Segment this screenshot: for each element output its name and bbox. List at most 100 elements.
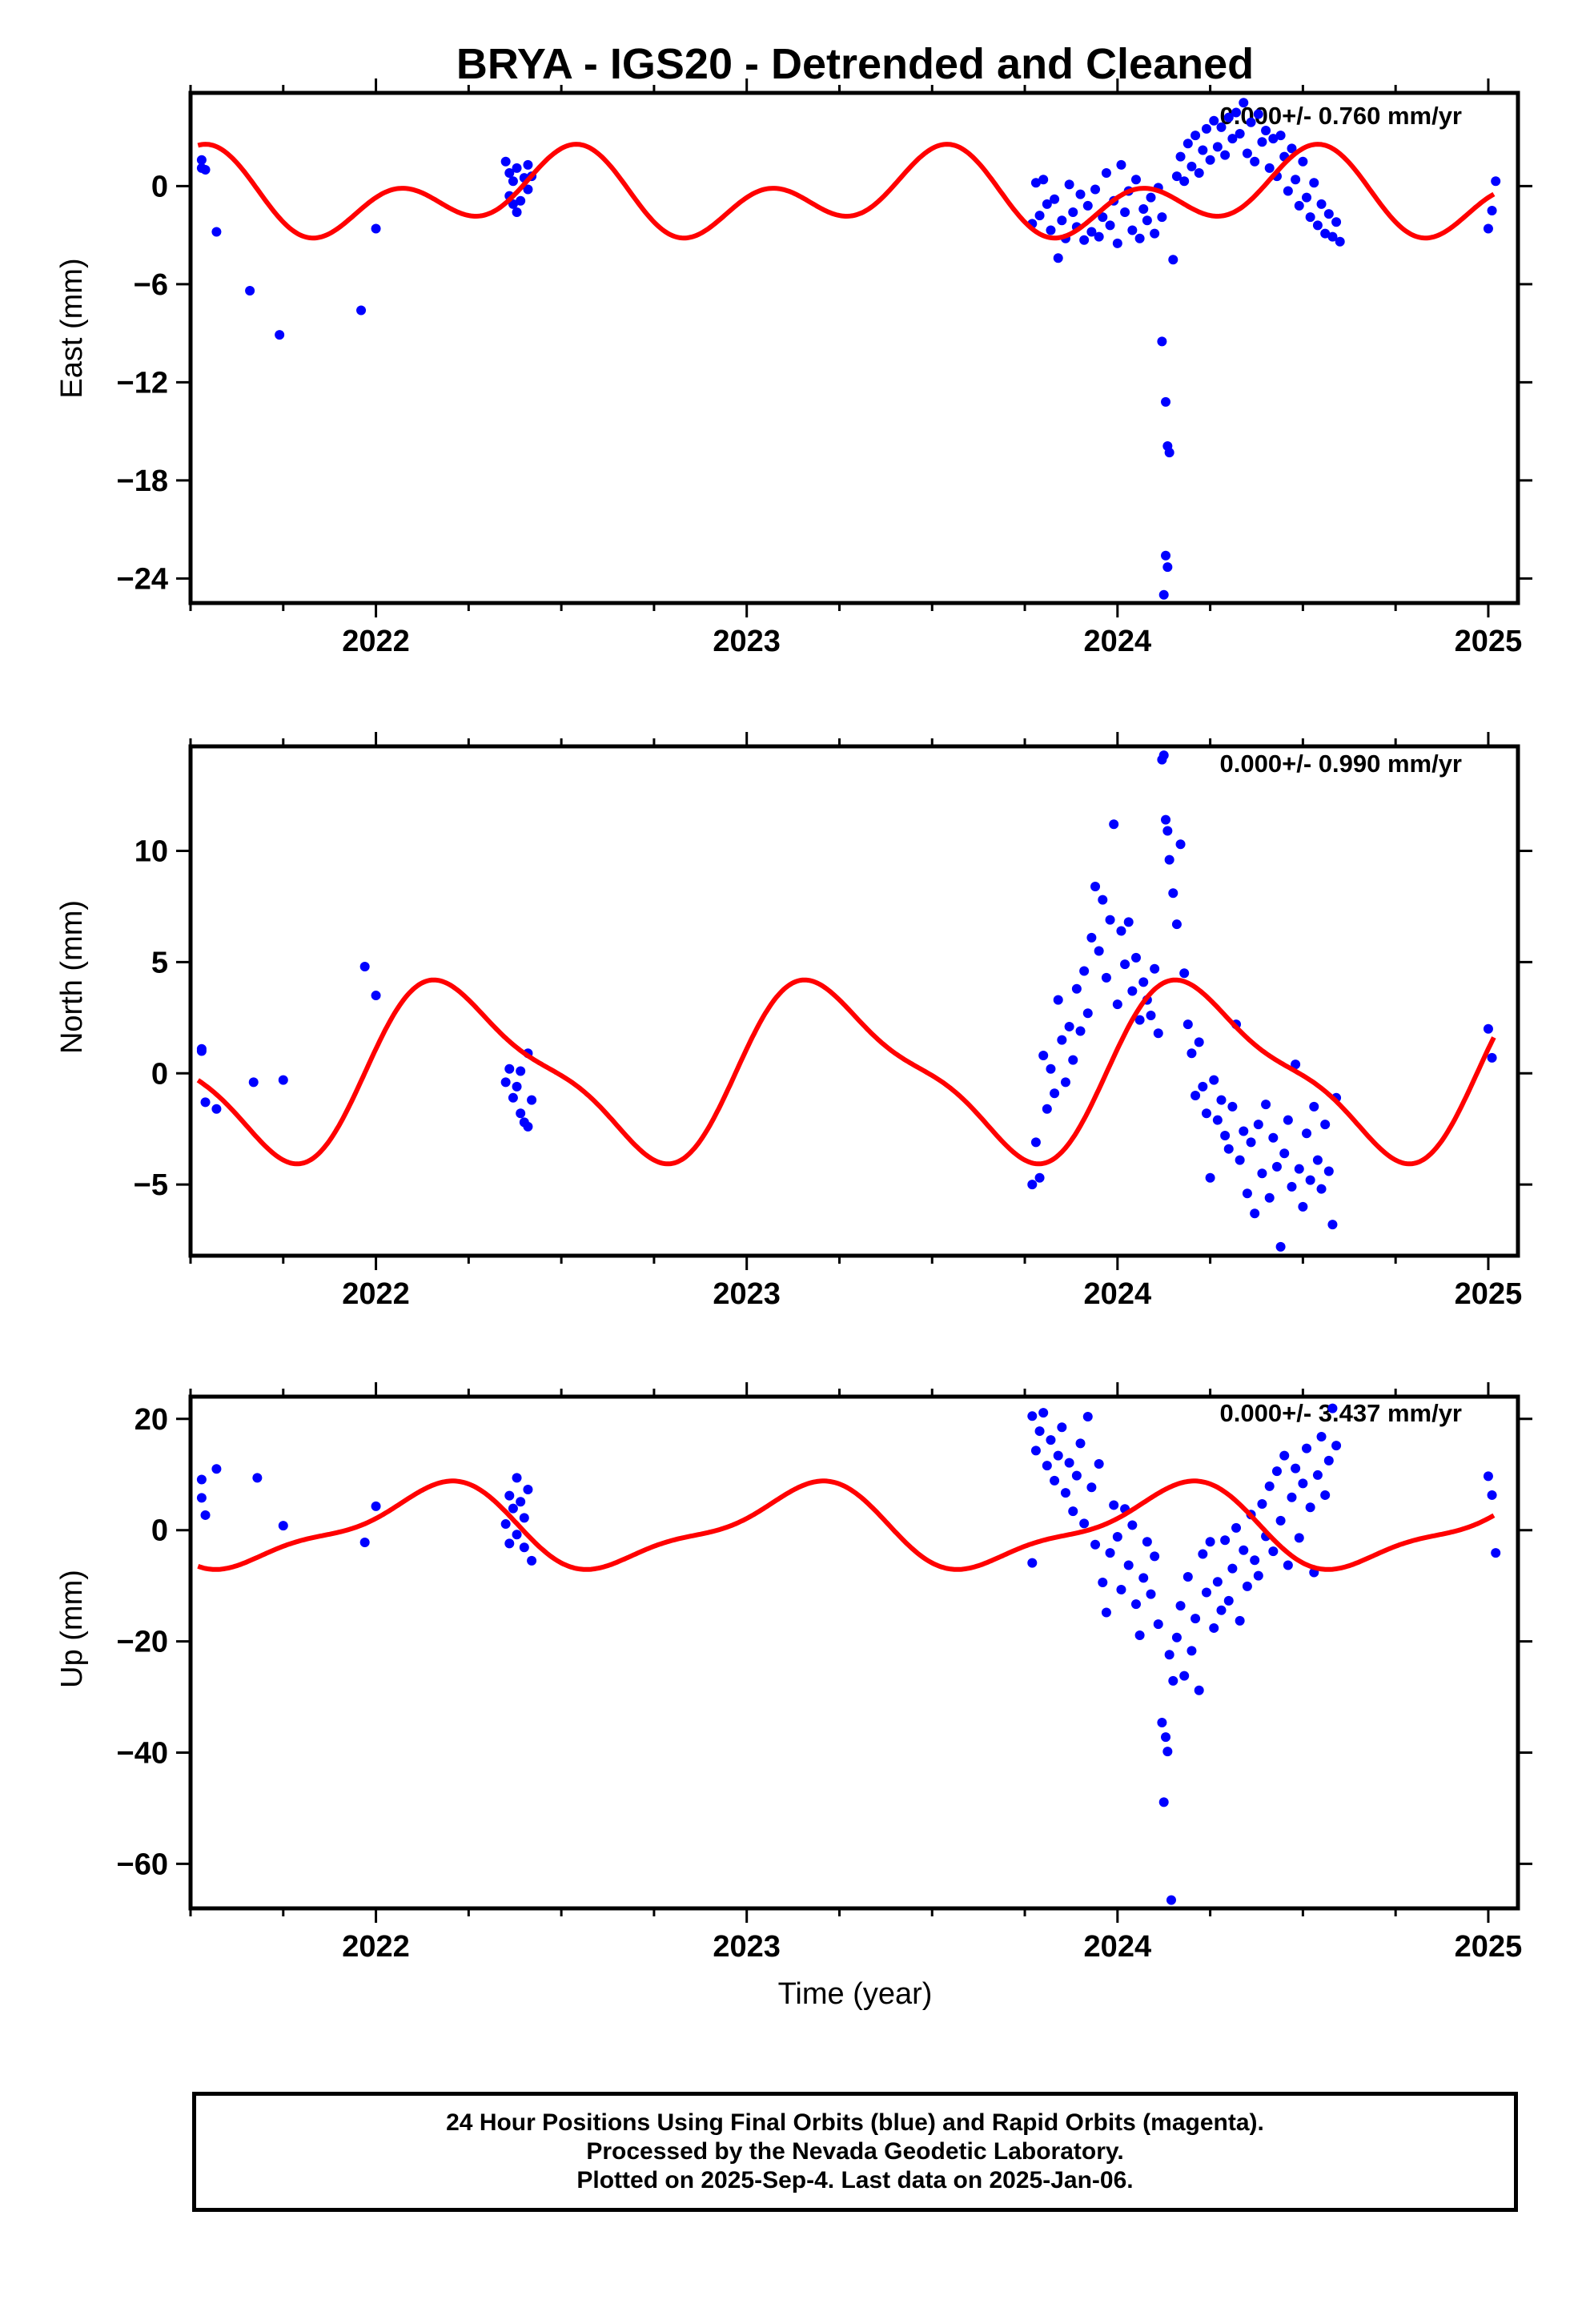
y-tick-label: −40 — [117, 1737, 168, 1771]
data-point — [1305, 1502, 1315, 1513]
data-point — [512, 163, 522, 173]
data-point — [211, 1464, 222, 1474]
data-point — [278, 1075, 288, 1085]
data-point — [1275, 1515, 1286, 1526]
x-tick-label: 2025 — [1455, 625, 1523, 658]
data-point — [1046, 225, 1056, 235]
data-point — [1246, 117, 1256, 127]
east-panel: East (mm) 0.000+/- 0.760 mm/yr 2022 2023 2… — [55, 78, 1532, 658]
data-point — [527, 1555, 537, 1566]
data-point — [196, 1474, 207, 1485]
data-point — [1060, 1488, 1070, 1498]
data-point — [1142, 215, 1152, 226]
data-point — [1079, 966, 1090, 976]
data-point — [1164, 1650, 1174, 1660]
data-point — [1105, 915, 1115, 925]
data-point — [523, 184, 533, 195]
east-plot-area: 2022 2023 2024 2025 0 −6 −12 −18 −24 — [117, 78, 1532, 658]
y-axis-label: Up (mm) — [55, 1570, 89, 1688]
data-point — [1071, 1470, 1082, 1481]
data-point — [1150, 228, 1160, 239]
data-point — [1146, 1589, 1156, 1599]
data-point — [1157, 336, 1167, 347]
data-point — [1086, 932, 1097, 943]
data-point — [1094, 1459, 1104, 1470]
x-tick-label: 2023 — [713, 625, 781, 658]
data-point — [1305, 212, 1315, 223]
data-point — [1212, 142, 1223, 152]
data-point — [1098, 1577, 1108, 1587]
data-point — [1253, 1120, 1263, 1130]
data-point — [371, 1501, 381, 1511]
data-point — [1191, 131, 1201, 141]
data-point — [508, 176, 518, 187]
data-point — [1186, 161, 1197, 171]
data-point — [1279, 1450, 1290, 1461]
y-tick-label: −12 — [117, 366, 168, 400]
data-point — [1235, 1615, 1245, 1626]
data-point — [356, 305, 367, 316]
data-point — [1212, 1115, 1223, 1125]
data-point — [1283, 186, 1293, 196]
data-point — [359, 961, 370, 971]
data-point — [508, 1503, 518, 1514]
data-point — [1179, 176, 1190, 187]
data-point — [1123, 917, 1134, 927]
data-point — [1257, 137, 1267, 147]
data-point — [1268, 1132, 1279, 1143]
data-point — [1182, 1019, 1193, 1030]
data-point — [1030, 1137, 1041, 1148]
data-point — [512, 1473, 522, 1483]
data-point — [1166, 1895, 1176, 1905]
data-point — [1242, 1581, 1252, 1591]
data-point — [1316, 199, 1327, 209]
data-point — [1257, 1168, 1267, 1179]
data-point — [1038, 1408, 1049, 1418]
model-curve — [196, 977, 1496, 1167]
data-point — [1327, 1220, 1338, 1230]
data-point — [1094, 946, 1104, 956]
data-point — [1205, 1172, 1215, 1183]
data-point — [1323, 1455, 1334, 1466]
data-point — [1030, 178, 1041, 188]
data-point — [516, 195, 526, 206]
data-point — [1487, 1490, 1497, 1500]
data-point — [1331, 1441, 1342, 1451]
data-point — [1298, 156, 1308, 167]
data-point — [1086, 1482, 1097, 1493]
data-point — [1261, 1100, 1271, 1110]
data-point — [1153, 1619, 1163, 1630]
data-point — [1162, 826, 1173, 836]
data-point — [1483, 223, 1493, 234]
data-point — [1075, 1026, 1086, 1036]
data-point — [1105, 220, 1115, 231]
data-point — [500, 1077, 511, 1088]
data-point — [1130, 175, 1141, 185]
footer-line: Plotted on 2025-Sep-4. Last data on 2025… — [576, 2167, 1134, 2193]
data-point — [1294, 1164, 1304, 1174]
data-point — [1071, 983, 1082, 994]
data-point — [1116, 1585, 1126, 1595]
data-point — [1134, 1015, 1145, 1025]
data-point — [1101, 168, 1111, 179]
x-tick-label: 2024 — [1084, 1930, 1152, 1964]
x-tick-label: 2025 — [1455, 1930, 1523, 1964]
x-tick-label: 2024 — [1084, 625, 1152, 658]
data-point — [1198, 145, 1208, 155]
data-point — [516, 1497, 526, 1507]
y-tick-label: 0 — [151, 1057, 168, 1091]
data-point — [1057, 215, 1067, 226]
data-point — [1161, 550, 1171, 561]
data-point — [1146, 192, 1156, 203]
data-point — [1053, 1450, 1063, 1461]
data-point — [1242, 1188, 1252, 1199]
data-point — [1227, 1563, 1238, 1574]
y-tick-label: −5 — [134, 1168, 168, 1202]
data-point — [1150, 1551, 1160, 1562]
data-point — [504, 168, 515, 179]
data-point — [523, 1121, 533, 1132]
data-point — [211, 1104, 222, 1114]
data-point — [500, 156, 511, 167]
data-point — [1198, 1081, 1208, 1092]
data-point — [1079, 235, 1090, 245]
